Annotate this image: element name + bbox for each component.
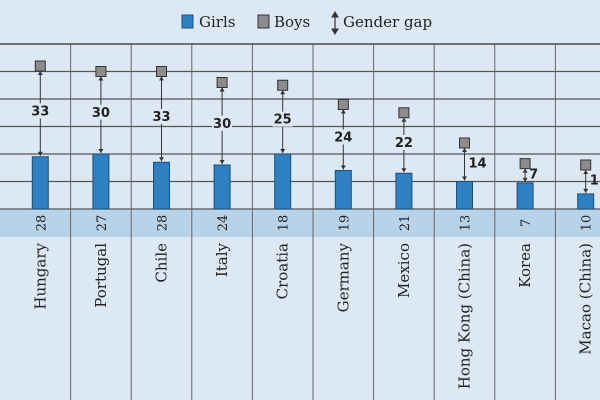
band-value: 10 bbox=[580, 215, 595, 232]
gap-label: 30 bbox=[92, 106, 110, 121]
gap-arrow-head bbox=[583, 170, 589, 174]
legend: Girls Boys Gender gap bbox=[181, 11, 432, 35]
girls-bar bbox=[213, 164, 231, 210]
band-value: 18 bbox=[277, 215, 292, 232]
legend-girls-label: Girls bbox=[199, 13, 235, 31]
gap-label: 24 bbox=[334, 131, 352, 146]
gap-arrow-head bbox=[219, 160, 225, 164]
legend-gap-arrow-icon bbox=[331, 11, 339, 35]
band-value: 28 bbox=[34, 215, 49, 232]
boys-marker bbox=[277, 79, 289, 91]
gap-label-bg bbox=[333, 129, 354, 145]
gap-label-bg bbox=[272, 111, 293, 127]
gap-label: 33 bbox=[152, 110, 170, 125]
gap-arrow-head bbox=[159, 76, 164, 81]
gap-label: 14 bbox=[469, 156, 487, 171]
legend-gap-label: Gender gap bbox=[343, 13, 432, 31]
gap-arrow-head bbox=[159, 157, 164, 162]
gap-label-bg bbox=[30, 103, 51, 119]
girls-bar bbox=[334, 170, 352, 210]
band-value: 28 bbox=[156, 215, 171, 232]
category-label: Germany bbox=[334, 242, 352, 312]
boys-marker bbox=[519, 158, 531, 170]
category-label: Macao (China) bbox=[577, 243, 595, 355]
category-label: Korea bbox=[516, 243, 534, 288]
gap-arrow-head bbox=[340, 109, 346, 114]
gap-arrow-head bbox=[340, 165, 346, 170]
gap-label-bg bbox=[212, 115, 233, 131]
girls-bar bbox=[516, 182, 534, 210]
boys-marker bbox=[580, 159, 592, 171]
girls-bar bbox=[577, 193, 595, 210]
gap-label: 11 bbox=[590, 173, 600, 188]
value-band bbox=[0, 209, 600, 237]
band-value: 7 bbox=[519, 219, 534, 227]
category-label: Croatia bbox=[274, 243, 292, 299]
gap-arrow-head bbox=[219, 87, 225, 92]
gap-arrow-head bbox=[280, 90, 286, 95]
gap-label-bg bbox=[90, 104, 111, 120]
band-value: 27 bbox=[95, 215, 110, 232]
girls-bar bbox=[153, 161, 170, 210]
plot-area: 33 28 Hungary 30 27 Portugal 33 28 Chile 30 24 Ital… bbox=[0, 43, 600, 400]
boys-marker bbox=[156, 66, 167, 77]
legend-girls-swatch bbox=[181, 14, 194, 29]
legend-boys-label: Boys bbox=[274, 13, 310, 31]
gap-arrow-head bbox=[280, 149, 286, 153]
band-value: 19 bbox=[337, 215, 352, 232]
gap-label: 25 bbox=[274, 113, 292, 128]
gap-arrow-head bbox=[462, 176, 467, 181]
gap-arrow-head bbox=[462, 148, 467, 152]
gap-label-bg bbox=[151, 108, 172, 124]
gap-label: 30 bbox=[213, 117, 231, 132]
boys-marker bbox=[337, 99, 349, 110]
gap-label: 33 bbox=[31, 104, 49, 119]
gap-arrow-head bbox=[98, 149, 104, 153]
gap-arrow-head bbox=[583, 188, 589, 193]
boys-marker bbox=[398, 107, 410, 119]
legend-boys-swatch bbox=[257, 14, 270, 29]
gap-arrow-head bbox=[98, 76, 104, 81]
gap-label: 22 bbox=[395, 136, 413, 151]
band-value: 13 bbox=[459, 215, 474, 232]
gap-arrow-head bbox=[37, 71, 43, 75]
girls-bar bbox=[274, 153, 292, 210]
category-label: Portugal bbox=[92, 243, 110, 308]
girls-bar bbox=[92, 153, 110, 210]
category-label: Hong Kong (China) bbox=[456, 243, 474, 389]
gap-label: 7 bbox=[529, 167, 538, 182]
girls-bar bbox=[456, 181, 473, 210]
gap-arrow-head bbox=[522, 177, 528, 182]
gap-arrow-head bbox=[522, 168, 528, 173]
gap-arrow-head bbox=[37, 151, 43, 156]
band-value: 24 bbox=[216, 215, 231, 232]
girls-bar bbox=[31, 156, 49, 210]
boys-marker bbox=[34, 60, 46, 72]
gap-arrow-head bbox=[401, 117, 407, 122]
boys-marker bbox=[459, 137, 470, 149]
category-label: Chile bbox=[153, 243, 171, 283]
band-value: 21 bbox=[398, 215, 413, 232]
girls-bar bbox=[395, 172, 413, 210]
gap-arrow-head bbox=[401, 168, 407, 173]
boys-marker bbox=[95, 66, 107, 77]
gap-label-bg bbox=[393, 135, 414, 150]
category-label: Italy bbox=[213, 242, 231, 277]
category-label: Mexico bbox=[395, 243, 413, 298]
boys-marker bbox=[216, 77, 228, 88]
category-label: Hungary bbox=[31, 242, 49, 309]
